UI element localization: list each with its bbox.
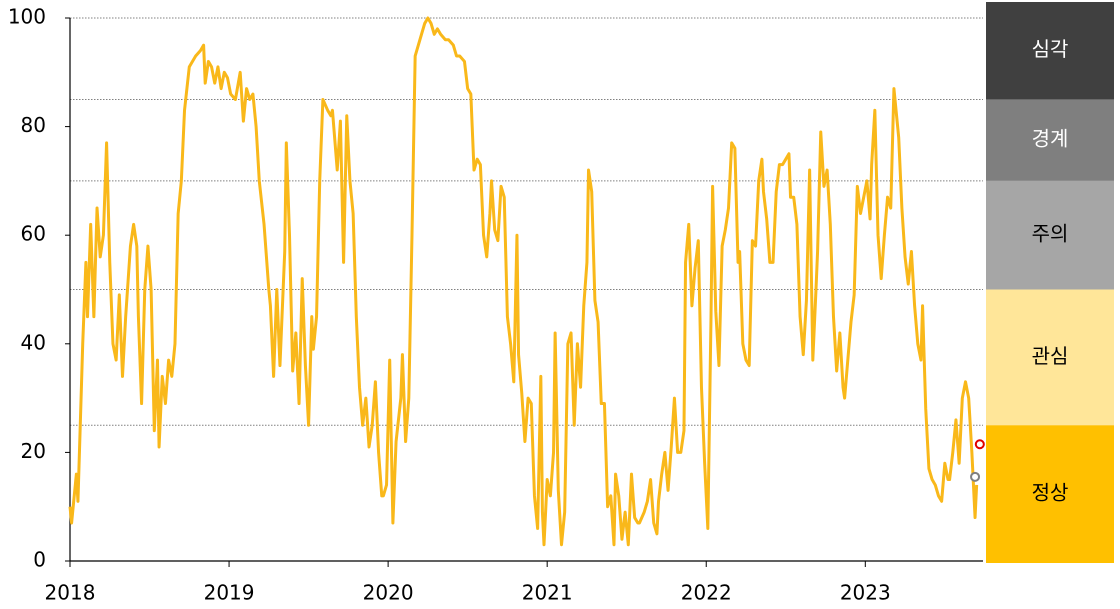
band-label: 정상: [1032, 481, 1069, 505]
band-label: 관심: [1032, 344, 1069, 368]
y-tick-label: 100: [8, 5, 46, 29]
band-label: 경계: [1032, 127, 1069, 151]
band-label: 주의: [1032, 222, 1069, 246]
band-label: 심각: [1032, 37, 1069, 61]
x-tick-label: 2021: [522, 581, 573, 605]
y-tick-label: 80: [21, 113, 46, 137]
series-line: [68, 16, 979, 547]
band: [986, 2, 1114, 100]
y-tick-label: 0: [33, 548, 46, 572]
point-marker: [970, 471, 981, 482]
band: [986, 289, 1114, 426]
band: [986, 180, 1114, 290]
x-tick-label: 2022: [681, 581, 732, 605]
x-tick-label: 2023: [840, 581, 891, 605]
band: [986, 425, 1114, 563]
band: [986, 99, 1114, 181]
x-tick-label: 2018: [45, 581, 96, 605]
y-tick-label: 20: [21, 439, 46, 463]
x-tick-label: 2019: [204, 581, 255, 605]
y-tick-label: 60: [21, 222, 46, 246]
x-tick-label: 2020: [363, 581, 414, 605]
point-marker: [974, 439, 985, 450]
y-tick-label: 40: [21, 330, 46, 354]
